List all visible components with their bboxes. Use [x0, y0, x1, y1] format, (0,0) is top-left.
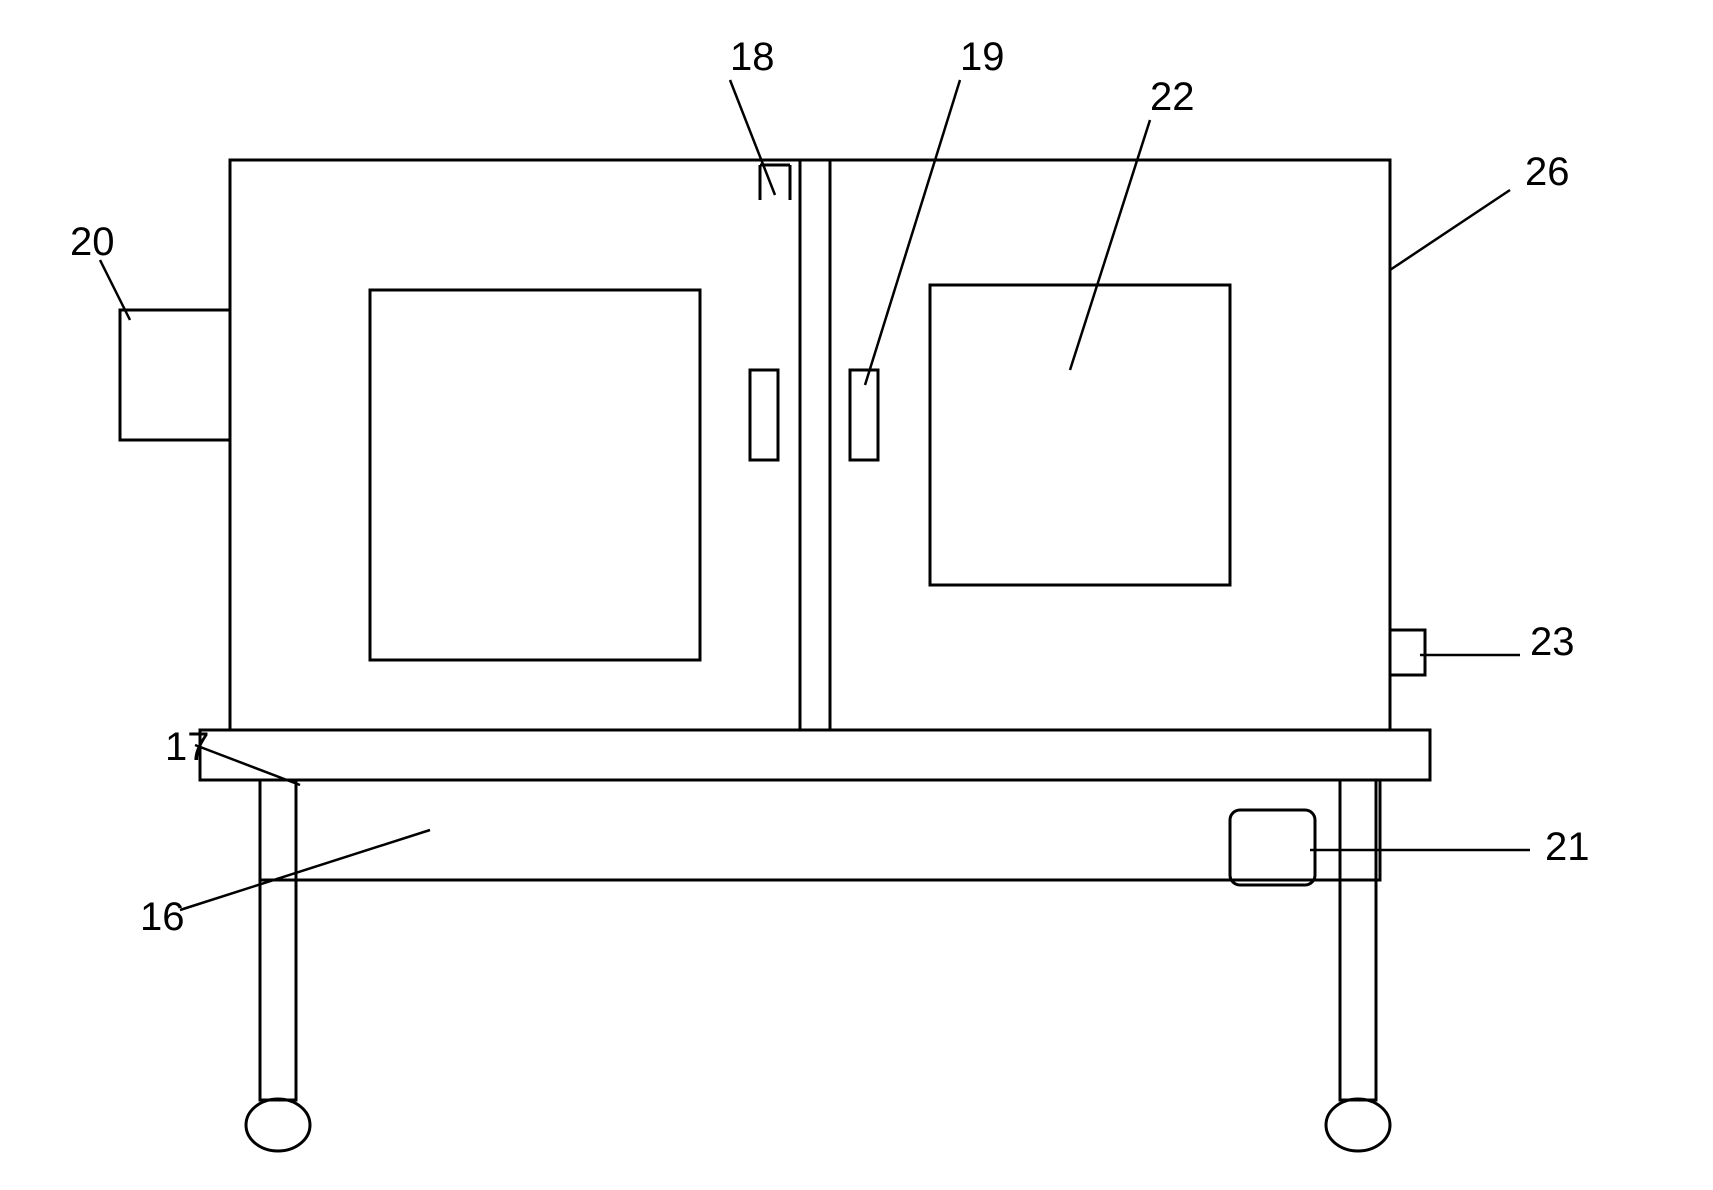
leader-22 [1070, 120, 1150, 370]
label-16: 16 [140, 895, 185, 939]
leader-18 [730, 80, 775, 195]
caster-right [1326, 1099, 1390, 1151]
label-20: 20 [70, 220, 115, 264]
port23 [1390, 630, 1425, 675]
leg-left [260, 780, 296, 1100]
leader-26 [1390, 190, 1510, 270]
label-23: 23 [1530, 620, 1575, 664]
label-18: 18 [730, 35, 775, 79]
right-handle [850, 370, 878, 460]
leader-20 [100, 260, 130, 320]
label-26: 26 [1525, 150, 1570, 194]
right-window [930, 285, 1230, 585]
block20 [120, 310, 230, 440]
block21 [1230, 810, 1315, 885]
caster-left [246, 1099, 310, 1151]
left-window [370, 290, 700, 660]
left-handle [750, 370, 778, 460]
leader-19 [865, 80, 960, 385]
technical-drawing: 16 17 18 19 20 21 22 23 26 [0, 0, 1713, 1190]
table-top [200, 730, 1430, 780]
label-19: 19 [960, 35, 1005, 79]
leader-16 [180, 830, 430, 910]
leg-right [1340, 780, 1376, 1100]
label-22: 22 [1150, 75, 1195, 119]
label-17: 17 [165, 725, 210, 769]
label-21: 21 [1545, 825, 1590, 869]
cabinet-body [230, 160, 1390, 730]
